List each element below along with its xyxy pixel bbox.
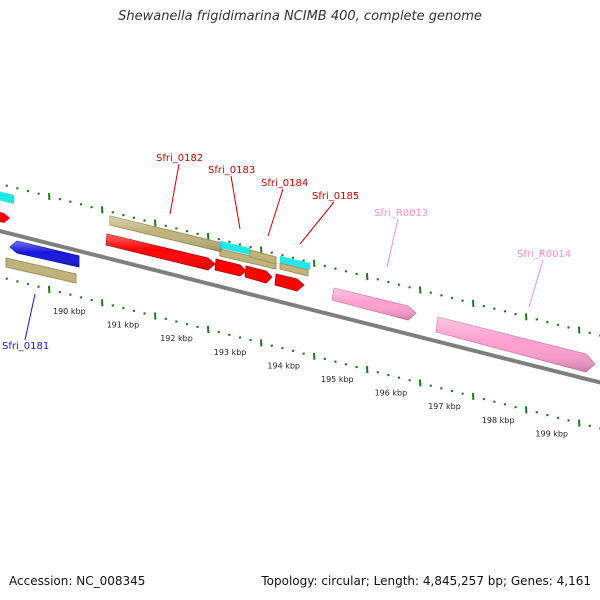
inner-tick-track [5, 277, 600, 430]
scale-tick-label: 191 kbp [107, 321, 140, 330]
scale-tick-label: 199 kbp [535, 429, 568, 438]
scale-tick-label: 192 kbp [160, 334, 193, 343]
feature-gene-sfri0184[interactable] [249, 249, 277, 265]
feature-cds-left-edge[interactable] [0, 210, 10, 223]
scale-tick-label: 197 kbp [428, 402, 461, 411]
leader-sfri0183 [230, 175, 241, 230]
scale-tick-label: 193 kbp [214, 348, 247, 357]
genome-info-text: Topology: circular; Length: 4,845,257 bp… [261, 574, 591, 588]
scale-tick-label: 190 kbp [53, 307, 86, 316]
outer-tick-track [5, 184, 600, 337]
leader-sfri0184 [267, 188, 284, 237]
gene-label-sfri0183[interactable]: Sfri_0183 [208, 165, 255, 176]
leader-sfri-r0013 [386, 218, 399, 268]
gene-label-sfri0184[interactable]: Sfri_0184 [261, 178, 308, 189]
feature-other-sfri0185[interactable] [280, 256, 310, 270]
backbone-line [0, 228, 600, 385]
feature-shading [10, 216, 595, 372]
map-title: Shewanella frigidimarina NCIMB 400, comp… [118, 9, 482, 24]
feature-gene-sfri0181[interactable] [5, 257, 77, 284]
scale-tick-label: 196 kbp [375, 389, 408, 398]
leader-sfri0182 [169, 163, 180, 215]
gene-labels: Sfri_0181 Sfri_0182 Sfri_0183 Sfri_0184 … [2, 153, 571, 352]
gene-label-sfri0181[interactable]: Sfri_0181 [2, 341, 49, 352]
feature-cds-sfri0184[interactable] [244, 265, 273, 284]
gene-label-sfri0185[interactable]: Sfri_0185 [312, 191, 359, 202]
gene-label-leaders [24, 163, 544, 341]
genome-backbone [0, 228, 600, 385]
feature-other-sfri0183[interactable] [220, 241, 250, 255]
scale-tick-labels: 190 kbp 191 kbp 192 kbp 193 kbp 194 kbp 195 k… [53, 307, 568, 438]
gene-label-sfri0182[interactable]: Sfri_0182 [156, 153, 203, 164]
scale-tick-label: 195 kbp [321, 375, 354, 384]
gene-label-sfri-r0013[interactable]: Sfri_R0013 [374, 208, 428, 219]
leader-sfri0181 [24, 293, 36, 341]
accession-text: Accession: NC_008345 [9, 574, 146, 588]
feature-cds-sfri0185[interactable] [274, 273, 305, 292]
gene-label-sfri-r0014[interactable]: Sfri_R0014 [517, 249, 571, 260]
scale-tick-label: 194 kbp [267, 361, 300, 370]
scale-tick-label: 198 kbp [482, 416, 515, 425]
leader-sfri0185 [299, 201, 335, 245]
leader-sfri-r0014 [528, 259, 544, 308]
feature-other-left[interactable] [0, 189, 14, 204]
feature-gene-sfri0185[interactable] [279, 262, 309, 277]
feature-cds-sfri0183[interactable] [214, 258, 247, 277]
